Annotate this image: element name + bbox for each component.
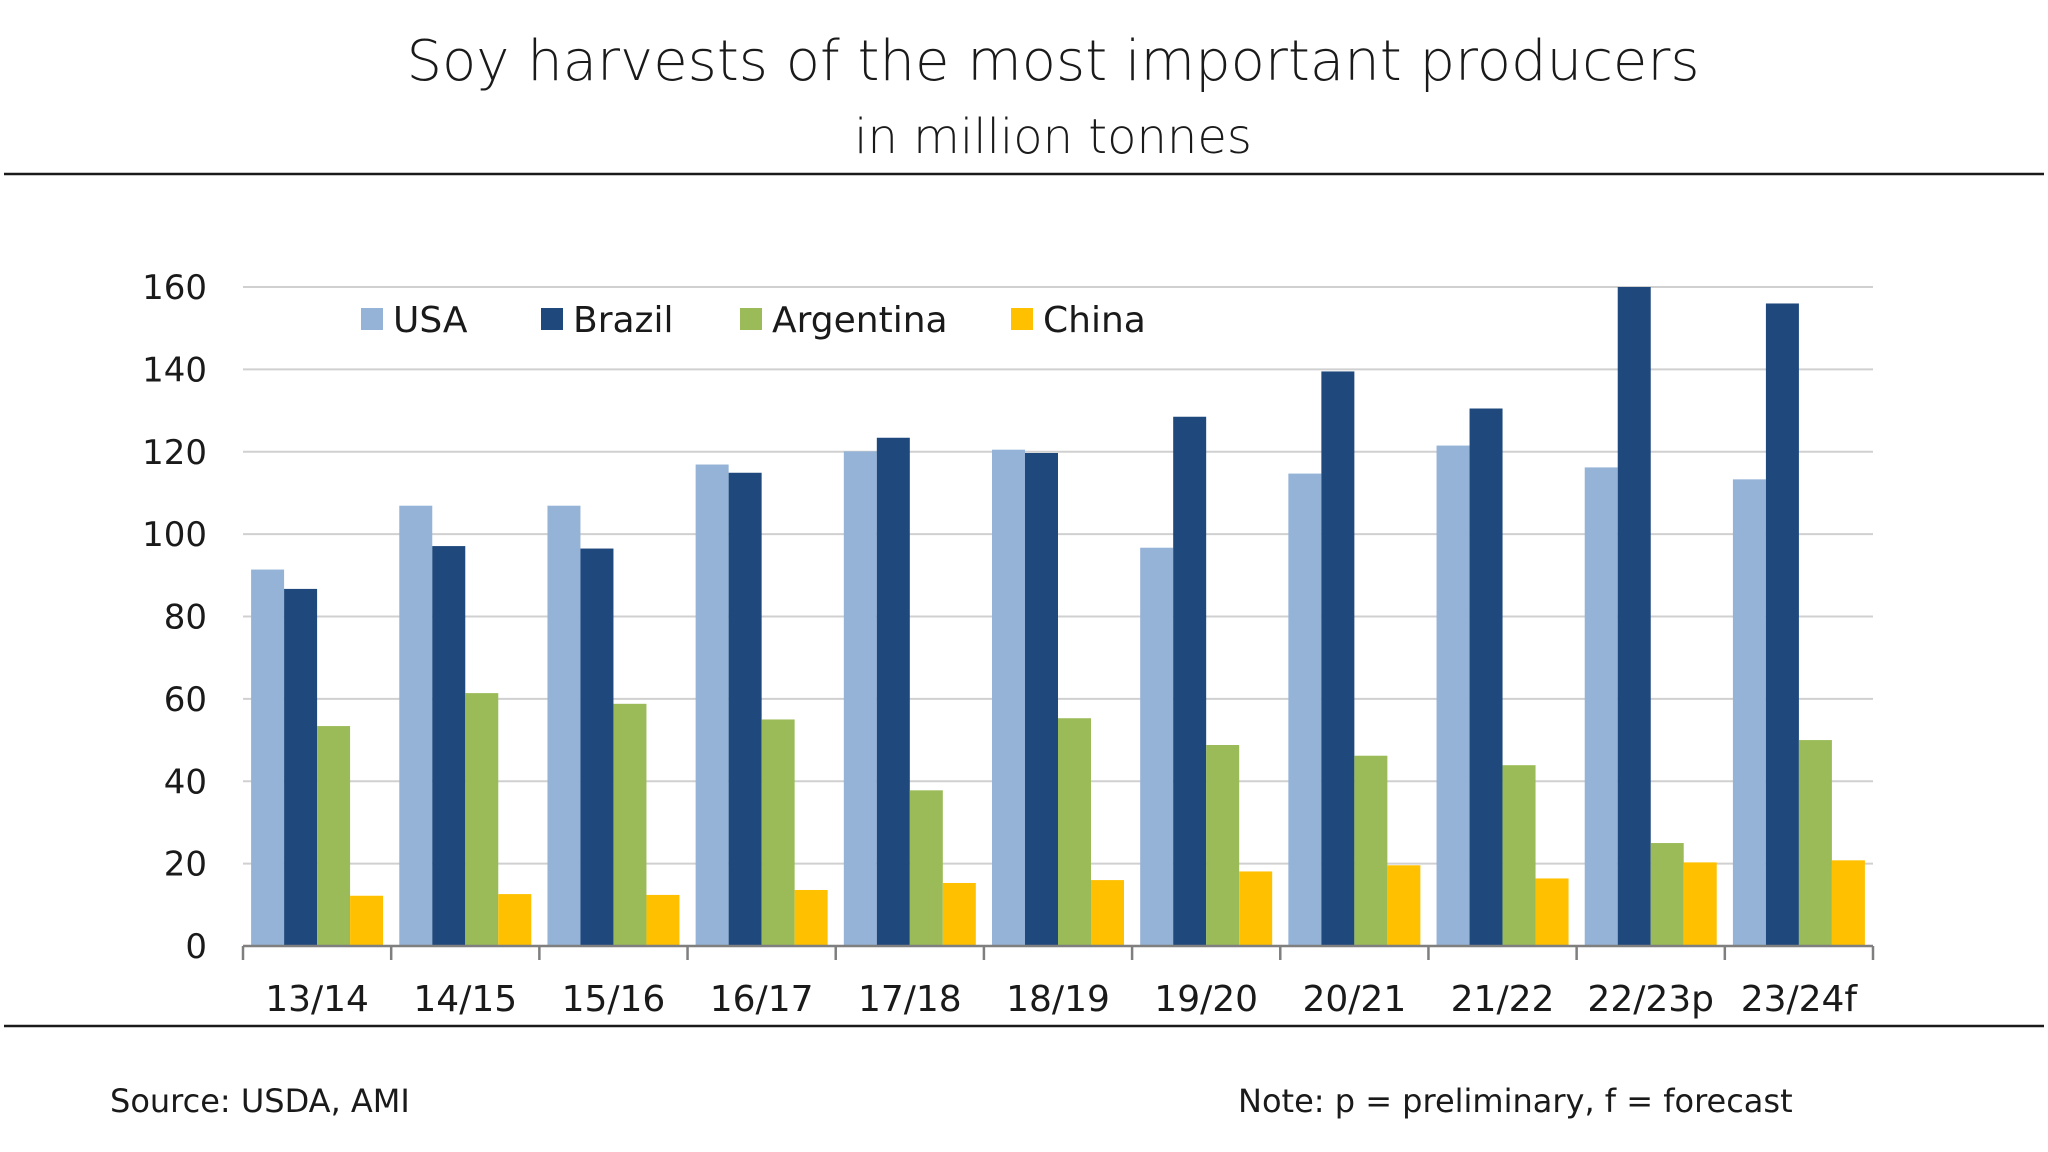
legend-swatch: [740, 308, 762, 330]
bar-argentina-22/23p: [1650, 843, 1684, 946]
bar-brazil-19/20: [1173, 416, 1207, 947]
bar-china-22/23p: [1683, 862, 1717, 946]
bar-usa-17/18: [843, 451, 877, 946]
x-tick-label: 21/22: [1451, 979, 1555, 1020]
bar-argentina-19/20: [1206, 745, 1240, 946]
bar-china-18/19: [1091, 880, 1124, 946]
legend-swatch: [361, 308, 383, 330]
bar-usa-21/22: [1436, 445, 1470, 946]
axes: 0 20 40 60 80 100 120 140 160 13/14 14/15 15/16 16/1…: [142, 268, 1875, 1020]
bar-usa-13/14: [251, 569, 285, 946]
bar-china-20/21: [1387, 865, 1421, 946]
legend: USA Brazil Argentina China: [361, 300, 1146, 341]
x-tick-label: 13/14: [265, 979, 369, 1020]
y-tick-label: 20: [164, 845, 207, 885]
bar-argentina-13/14: [317, 726, 351, 946]
bars: [251, 287, 1865, 947]
legend-label: China: [1043, 300, 1146, 341]
forecast-note: Note: p = preliminary, f = forecast: [1238, 1082, 1793, 1120]
bar-brazil-18/19: [1025, 452, 1058, 946]
bar-argentina-23/24f: [1798, 740, 1832, 946]
bar-usa-23/24f: [1732, 479, 1766, 946]
bar-brazil-17/18: [876, 437, 910, 946]
y-tick-label: 120: [142, 433, 207, 473]
bar-china-16/17: [794, 889, 828, 946]
bar-argentina-17/18: [909, 790, 943, 946]
bar-brazil-21/22: [1469, 408, 1503, 946]
bar-brazil-16/17: [728, 472, 762, 946]
bar-argentina-18/19: [1058, 718, 1091, 946]
x-tick-label: 18/19: [1006, 979, 1110, 1020]
legend-swatch: [1011, 308, 1033, 330]
bar-usa-20/21: [1288, 473, 1322, 946]
bar-china-13/14: [350, 895, 384, 946]
x-tick-label: 14/15: [413, 979, 517, 1020]
bar-china-15/16: [646, 894, 680, 946]
x-tick-label: 20/21: [1302, 979, 1406, 1020]
x-tick-label: 15/16: [562, 979, 666, 1020]
x-tick-label: 22/23p: [1587, 979, 1714, 1020]
bar-argentina-15/16: [613, 703, 647, 946]
legend-item-china: China: [1011, 300, 1146, 341]
chart-subtitle: in million tonnes: [854, 109, 1252, 165]
bar-argentina-20/21: [1354, 755, 1388, 946]
y-tick-label: 40: [164, 762, 207, 802]
bar-china-19/20: [1239, 871, 1273, 946]
bar-usa-15/16: [547, 505, 581, 946]
legend-item-brazil: Brazil: [541, 300, 673, 341]
legend-label: Argentina: [772, 300, 948, 341]
source-note: Source: USDA, AMI: [110, 1082, 410, 1120]
bar-china-17/18: [942, 882, 976, 946]
y-tick-label: 80: [164, 598, 207, 638]
legend-item-usa: USA: [361, 300, 468, 341]
bar-brazil-15/16: [580, 548, 614, 946]
x-tick-label: 17/18: [858, 979, 962, 1020]
legend-item-argentina: Argentina: [740, 300, 948, 341]
legend-swatch: [541, 308, 563, 330]
bar-brazil-13/14: [284, 588, 318, 946]
chart-title: Soy harvests of the most important produ…: [406, 29, 1699, 94]
x-tick-label: 23/24f: [1741, 979, 1859, 1020]
bar-brazil-20/21: [1321, 371, 1355, 946]
bar-argentina-21/22: [1502, 765, 1536, 946]
y-tick-label: 0: [185, 927, 207, 967]
y-tick-label: 160: [142, 268, 207, 308]
legend-label: USA: [393, 300, 468, 341]
bar-brazil-14/15: [432, 546, 466, 946]
bar-china-21/22: [1535, 878, 1569, 946]
x-tick-label: 16/17: [710, 979, 814, 1020]
bar-usa-14/15: [399, 505, 433, 946]
bar-brazil-23/24f: [1765, 303, 1799, 947]
x-tick-label: 19/20: [1154, 979, 1258, 1020]
bar-china-14/15: [498, 894, 532, 946]
y-tick-label: 100: [142, 515, 207, 555]
bar-usa-19/20: [1140, 547, 1174, 946]
legend-label: Brazil: [573, 300, 673, 341]
bar-china-23/24f: [1831, 860, 1865, 946]
bar-usa-18/19: [992, 449, 1025, 946]
bar-usa-16/17: [695, 464, 729, 946]
y-tick-label: 60: [164, 680, 207, 720]
y-tick-label: 140: [142, 350, 207, 390]
bar-usa-22/23p: [1584, 467, 1618, 946]
bar-argentina-14/15: [465, 693, 499, 946]
bar-brazil-22/23p: [1617, 287, 1651, 946]
bar-argentina-16/17: [761, 719, 795, 946]
